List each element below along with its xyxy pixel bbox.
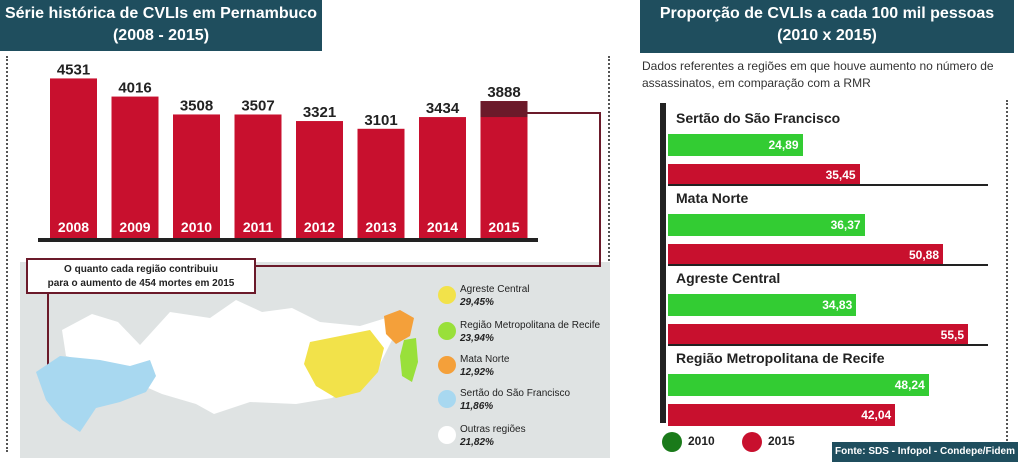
region-title: Agreste Central (676, 270, 781, 286)
bar-baseline (38, 238, 538, 242)
callout-line1: O quanto cada região contribuiu (64, 264, 218, 275)
group-divider (668, 264, 988, 266)
bar-2009 (111, 96, 159, 238)
legend-swatch (438, 286, 456, 304)
hbar-value-label: 36,37 (830, 218, 861, 232)
bar-2010 (173, 114, 220, 238)
hbar-value-label: 48,24 (894, 378, 925, 392)
hbar-2015: 42,04 (668, 404, 896, 426)
bar-2008 (50, 78, 97, 239)
bar-2013 (357, 128, 405, 238)
hbar-2015: 55,5 (668, 324, 968, 346)
legend-swatch (438, 390, 456, 408)
hbar-value-label: 35,45 (825, 168, 856, 182)
region-title: Mata Norte (676, 190, 749, 206)
hbar-2010: 36,37 (668, 214, 865, 236)
legend-region-percent: 21,82% (460, 437, 494, 448)
left-dotted-frame (6, 56, 610, 452)
legend-2010-label: 2010 (688, 434, 715, 449)
increase-connector (256, 112, 601, 267)
region-title: Região Metropolitana de Recife (676, 350, 885, 366)
legend-region-percent: 29,45% (460, 297, 494, 308)
pernambuco-map (36, 112, 601, 432)
value-label-2015: 3888 (487, 84, 520, 101)
hbar-value-label: 55,5 (940, 328, 964, 342)
hbar-axis (660, 103, 666, 423)
bar-2012 (296, 121, 343, 238)
legend-swatch (438, 322, 456, 340)
left-title-line2: (2008 - 2015) (112, 27, 210, 44)
right-description: Dados referentes a regiões em que houve … (642, 59, 994, 90)
value-label-2012: 3321 (303, 104, 336, 121)
year-label-2009: 2009 (119, 219, 150, 235)
hbar-2015: 35,45 (668, 164, 860, 186)
right-title-line1: Proporção de CVLIs a cada 100 mil pessoa… (659, 5, 995, 22)
value-label-2009: 4016 (118, 80, 151, 97)
legend-swatch (438, 426, 456, 444)
year-label-2013: 2013 (365, 219, 396, 235)
legend-2010-swatch (662, 432, 682, 452)
value-label-2011: 3507 (241, 97, 274, 114)
right-title-line2: (2010 x 2015) (777, 27, 877, 44)
legend-2015-label: 2015 (768, 434, 795, 449)
legend-2015-swatch (742, 432, 762, 452)
bar-2014 (419, 117, 466, 238)
year-label-2011: 2011 (243, 219, 274, 235)
legend-region-name: Agreste Central (460, 284, 530, 295)
hbar-value-label: 24,89 (768, 138, 799, 152)
map-mata-norte (384, 310, 414, 344)
legend-region-name: Sertão do São Francisco (460, 388, 571, 399)
value-label-2013: 3101 (364, 112, 397, 129)
value-label-2014: 3434 (426, 100, 460, 117)
year-label-2012: 2012 (304, 219, 335, 235)
value-label-2008: 4531 (57, 61, 90, 78)
callout-line2: para o aumento de 454 mortes em 2015 (47, 278, 235, 289)
hbar-value-label: 42,04 (861, 408, 892, 422)
hbar-2010: 24,89 (668, 134, 803, 156)
hbar-2015: 50,88 (668, 244, 944, 266)
year-label-2015: 2015 (488, 219, 519, 235)
value-label-2010: 3508 (180, 97, 213, 114)
hbar-value-label: 50,88 (908, 248, 940, 262)
hbar-2010: 48,24 (668, 374, 929, 396)
legend-2015: 2015 (742, 432, 795, 452)
right-chart-title: Proporção de CVLIs a cada 100 mil pessoa… (640, 0, 1014, 53)
map-agreste-central (304, 330, 384, 398)
map-regiao-metropolitana (400, 338, 418, 382)
map-callout: O quanto cada região contribuiu para o a… (26, 258, 256, 294)
year-label-2014: 2014 (427, 219, 458, 235)
group-divider (668, 184, 988, 186)
legend-region-name: Mata Norte (460, 354, 510, 365)
legend-swatch (438, 356, 456, 374)
hbar-value-label: 34,83 (822, 298, 853, 312)
group-divider (668, 344, 988, 346)
legend-region-name: Outras regiões (460, 424, 526, 435)
legend-region-percent: 11,86% (460, 401, 494, 412)
bar-2015 (480, 101, 528, 238)
hbar-2010: 34,83 (668, 294, 857, 316)
source-note: Fonte: SDS - Infopol - Condepe/Fidem (832, 442, 1018, 462)
right-dotted-frame (646, 100, 1008, 452)
bar-2011 (234, 114, 282, 238)
region-title: Sertão do São Francisco (676, 110, 841, 126)
legend-region-percent: 23,94% (460, 333, 494, 344)
legend-region-name: Região Metropolitana de Recife (460, 320, 601, 331)
legend-2010: 2010 (662, 432, 715, 452)
left-chart-title: Série histórica de CVLIs em Pernambuco (… (0, 0, 322, 51)
bar-increase-2015 (480, 101, 528, 118)
yearly-bar-chart: 4531 2008 4016 2009 3508 2010 3507 2011 3321 2012… (38, 61, 538, 242)
map-sertao-sao-francisco (36, 356, 156, 432)
left-title-line1: Série histórica de CVLIs em Pernambuco (4, 5, 318, 22)
year-label-2010: 2010 (181, 219, 212, 235)
year-label-2008: 2008 (58, 219, 89, 235)
legend-region-percent: 12,92% (460, 367, 494, 378)
